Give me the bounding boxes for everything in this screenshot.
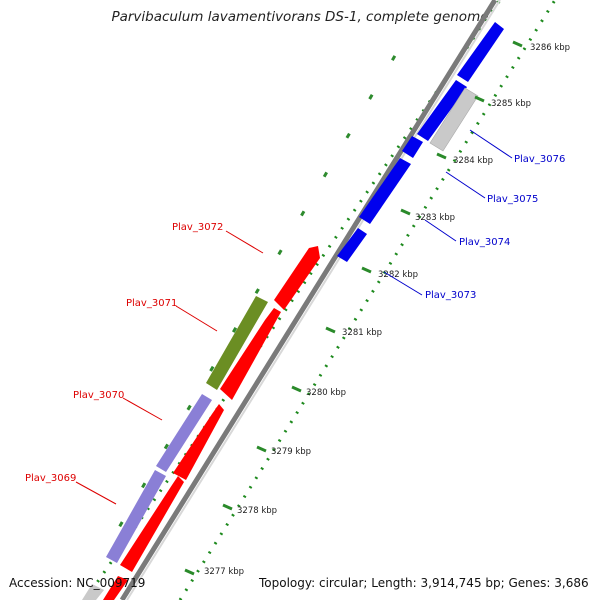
accession-text: Accession: NC_009719	[9, 576, 146, 590]
tick-label-3286: 3286 kbp	[530, 43, 570, 53]
label-plav-3075[interactable]: Plav_3075	[487, 194, 538, 205]
tick-label-3285: 3285 kbp	[491, 99, 531, 109]
gene-plav-3072[interactable]	[274, 246, 320, 310]
tick-label-3281: 3281 kbp	[342, 328, 382, 338]
gene-plav-3074[interactable]	[359, 158, 411, 224]
backbone-line	[119, 0, 498, 600]
gene-lavender-upper[interactable]	[156, 394, 212, 472]
forward-leaders	[383, 129, 513, 296]
gene-plav-3073[interactable]	[337, 228, 367, 262]
gc-dash-line-outer	[98, 29, 412, 561]
ticks	[184, 40, 523, 576]
gene-plav-3069[interactable]	[120, 476, 184, 572]
label-plav-3071[interactable]: Plav_3071	[126, 298, 177, 309]
gene-plav-3075[interactable]	[402, 136, 423, 158]
reverse-leaders	[75, 230, 264, 505]
gene-red-lower[interactable]	[103, 576, 128, 600]
tick-label-3282: 3282 kbp	[378, 270, 418, 280]
tick-label-3278: 3278 kbp	[237, 506, 277, 516]
label-plav-3070[interactable]: Plav_3070	[73, 390, 124, 401]
tick-label-3277: 3277 kbp	[204, 567, 244, 577]
label-plav-3074[interactable]: Plav_3074	[459, 237, 510, 248]
tick-label-3284: 3284 kbp	[453, 156, 493, 166]
backbone-highlight	[126, 0, 501, 600]
gc-dot-line-inner	[178, 0, 557, 600]
tick-label-3280: 3280 kbp	[306, 388, 346, 398]
gene-plav-3070[interactable]	[173, 404, 224, 480]
gene-grey-lower[interactable]	[82, 584, 104, 600]
gene-plav-3076[interactable]	[417, 80, 467, 141]
gc-dot-line-outer	[83, 0, 502, 600]
gene-green-feature[interactable]	[206, 296, 268, 390]
map-title: Parvibaculum lavamentivorans DS-1, compl…	[111, 9, 489, 25]
label-plav-3076[interactable]: Plav_3076	[514, 154, 565, 165]
gene-grey-feature[interactable]	[429, 87, 479, 152]
label-plav-3073[interactable]: Plav_3073	[425, 290, 476, 301]
gene-lavender-lower[interactable]	[106, 470, 166, 563]
topology-summary: Topology: circular; Length: 3,914,745 bp…	[259, 576, 589, 590]
gene-plav-3077[interactable]	[457, 22, 504, 82]
tick-label-3283: 3283 kbp	[415, 213, 455, 223]
label-plav-3069[interactable]: Plav_3069	[25, 473, 76, 484]
tick-label-3279: 3279 kbp	[271, 447, 311, 457]
gene-plav-3071[interactable]	[220, 308, 281, 400]
label-plav-3072[interactable]: Plav_3072	[172, 222, 223, 233]
